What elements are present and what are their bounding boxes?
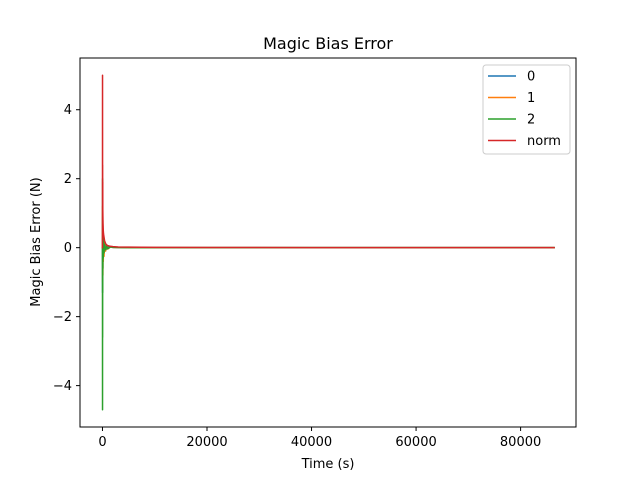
x-axis-ticks: 0 20000 40000 60000 80000 <box>98 427 541 450</box>
x-axis-label: Time (s) <box>301 457 355 472</box>
legend-label-1: 1 <box>527 91 535 106</box>
y-axis-label: Magic Bias Error (N) <box>29 177 44 306</box>
legend-label-0: 0 <box>527 70 535 85</box>
chart-title: Magic Bias Error <box>263 34 393 53</box>
y-tick-label: 0 <box>64 241 72 256</box>
x-tick-label: 60000 <box>395 435 436 450</box>
plot-area <box>101 74 555 411</box>
y-tick-label: −2 <box>53 310 72 325</box>
legend-box <box>482 64 571 155</box>
y-tick-label: 4 <box>64 103 72 118</box>
y-tick-label: 2 <box>64 172 72 187</box>
series-layer <box>101 74 555 411</box>
x-tick-label: 80000 <box>500 435 541 450</box>
x-tick-label: 40000 <box>291 435 332 450</box>
plot-frame <box>79 57 577 428</box>
y-tick-label: −4 <box>53 379 72 394</box>
legend-label-norm: norm <box>527 134 561 149</box>
y-axis-ticks: −4 −2 0 2 4 <box>53 103 80 394</box>
legend-label-2: 2 <box>527 113 535 128</box>
x-tick-label: 0 <box>98 435 106 450</box>
series-line-norm <box>101 74 555 249</box>
x-tick-label: 20000 <box>186 435 227 450</box>
legend: 0 1 2 norm <box>482 64 571 155</box>
